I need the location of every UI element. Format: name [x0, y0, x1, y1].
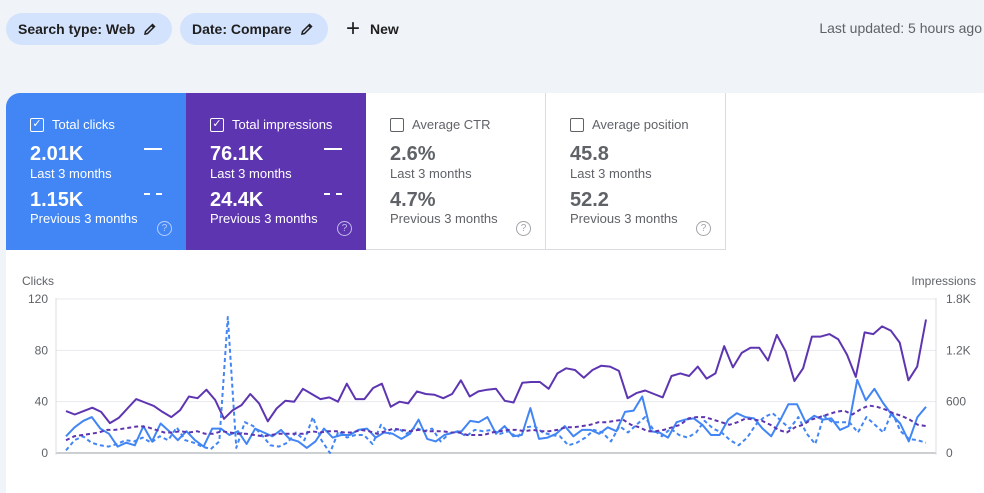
dashed-line-legend-icon	[144, 193, 162, 195]
left-tick-label: 0	[41, 446, 48, 460]
metric-period-previous: Previous 3 months	[210, 211, 318, 226]
checkbox-checked-icon[interactable]: ✓	[210, 117, 224, 132]
chart-series	[65, 316, 927, 454]
metric-label: Average position	[592, 117, 689, 132]
metric-average-position[interactable]: Average position 45.8 Last 3 months 52.2…	[546, 93, 726, 250]
edit-pencil-icon	[144, 23, 156, 35]
clicks-current-line	[65, 378, 927, 449]
right-tick-label: 1.2K	[946, 343, 971, 357]
left-tick-label: 120	[28, 292, 48, 306]
right-axis-title: Impressions	[911, 274, 976, 288]
metric-period-current: Last 3 months	[390, 166, 472, 181]
metric-average-ctr[interactable]: Average CTR 2.6% Last 3 months 4.7% Prev…	[366, 93, 546, 250]
metric-value-previous: 1.15K	[30, 189, 84, 211]
chart-gridlines	[56, 298, 936, 454]
left-axis-title: Clicks	[22, 274, 54, 288]
right-tick-label: 0	[946, 446, 953, 460]
metric-value-previous: 52.2	[570, 189, 609, 211]
performance-chart[interactable]: Clicks Impressions 0 40 80 120 0 600 1.2K 1.8K	[6, 93, 984, 480]
solid-line-legend-icon	[144, 148, 162, 150]
metric-period-previous: Previous 3 months	[570, 211, 678, 226]
plus-icon: +	[346, 15, 361, 42]
date-chip[interactable]: Date: Compare	[180, 13, 328, 45]
metric-period-previous: Previous 3 months	[30, 211, 138, 226]
edit-pencil-icon	[300, 23, 313, 35]
dashed-line-legend-icon	[324, 193, 342, 195]
impressions-previous-line	[65, 404, 927, 442]
metric-value-previous: 4.7%	[390, 189, 436, 211]
checkbox-unchecked-icon[interactable]	[570, 117, 584, 132]
search-type-label: Search type: Web	[18, 21, 136, 37]
new-filter-button[interactable]: + New	[346, 13, 399, 45]
new-label: New	[370, 21, 399, 37]
date-label: Date: Compare	[192, 21, 292, 37]
metric-label: Total clicks	[52, 117, 115, 132]
metric-total-impressions[interactable]: ✓ Total impressions 76.1K Last 3 months 2…	[186, 93, 366, 250]
metric-value-current: 45.8	[570, 143, 609, 165]
metric-period-current: Last 3 months	[30, 166, 112, 181]
metric-period-current: Last 3 months	[210, 166, 292, 181]
metric-value-current: 2.01K	[30, 143, 84, 165]
last-updated-text: Last updated: 5 hours ago	[819, 20, 982, 36]
help-icon[interactable]: ?	[516, 221, 531, 236]
metric-label: Average CTR	[412, 117, 491, 132]
checkbox-unchecked-icon[interactable]	[390, 117, 404, 132]
performance-card: ✓ Total clicks 2.01K Last 3 months 1.15K …	[6, 93, 984, 493]
left-axis-ticks: 0 40 80 120	[28, 292, 48, 460]
solid-line-legend-icon	[324, 148, 342, 150]
right-axis-ticks: 0 600 1.2K 1.8K	[946, 292, 971, 460]
help-icon[interactable]: ?	[337, 221, 352, 236]
checkbox-checked-icon[interactable]: ✓	[30, 117, 44, 132]
metric-value-current: 2.6%	[390, 143, 436, 165]
impressions-current-line	[65, 319, 927, 425]
metric-period-current: Last 3 months	[570, 166, 652, 181]
right-tick-label: 600	[946, 395, 966, 409]
metric-label: Total impressions	[232, 117, 333, 132]
metric-total-clicks[interactable]: ✓ Total clicks 2.01K Last 3 months 1.15K …	[6, 93, 186, 250]
right-tick-label: 1.8K	[946, 292, 971, 306]
help-icon[interactable]: ?	[157, 221, 172, 236]
left-tick-label: 80	[35, 343, 49, 357]
clicks-previous-line	[65, 316, 927, 454]
metric-value-previous: 24.4K	[210, 189, 264, 211]
metric-value-current: 76.1K	[210, 143, 264, 165]
help-icon[interactable]: ?	[696, 221, 711, 236]
metric-period-previous: Previous 3 months	[390, 211, 498, 226]
search-type-chip[interactable]: Search type: Web	[6, 13, 172, 45]
left-tick-label: 40	[35, 395, 49, 409]
